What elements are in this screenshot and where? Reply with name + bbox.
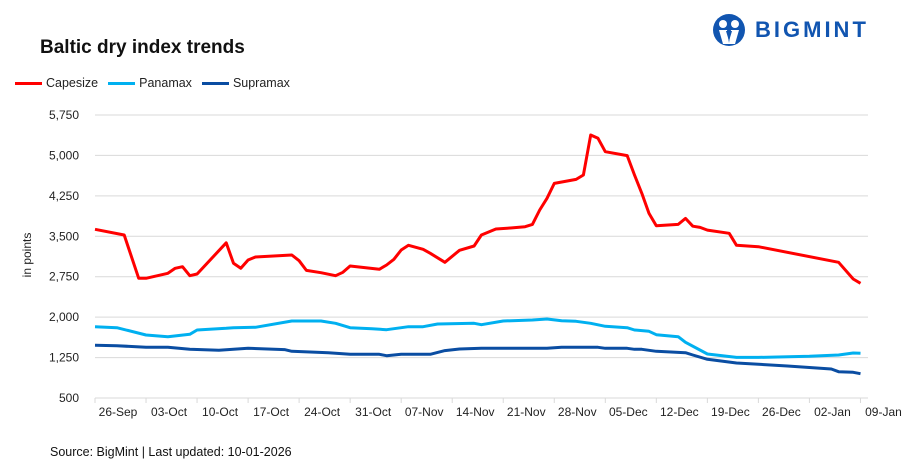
x-tick-label: 31-Oct [355, 405, 392, 419]
x-tick-label: 24-Oct [304, 405, 341, 419]
x-tick-label: 05-Dec [609, 405, 648, 419]
series-line-panamax [94, 317, 861, 359]
x-tick-label: 02-Jan [814, 405, 851, 419]
x-tick-label: 09-Jan [865, 405, 902, 419]
legend-swatch-panamax [108, 81, 136, 85]
y-tick-label: 2,000 [49, 310, 79, 324]
x-tick-label: 26-Sep [99, 405, 138, 419]
legend-item-supramax: Supramax [201, 76, 290, 90]
x-tick-label: 12-Dec [660, 405, 699, 419]
y-axis-label: in points [20, 233, 34, 278]
x-tick-label: 19-Dec [711, 405, 750, 419]
source-note: Source: BigMint | Last updated: 10-01-20… [50, 445, 292, 459]
legend-label: Supramax [232, 76, 290, 90]
legend-item-capesize: Capesize [15, 76, 98, 90]
x-tick-label: 21-Nov [507, 405, 546, 419]
x-tick-label: 28-Nov [558, 405, 597, 419]
x-tick-label: 17-Oct [253, 405, 290, 419]
legend-swatch-capesize [15, 81, 42, 85]
chart-title: Baltic dry index trends [40, 37, 245, 58]
legend-label: Panamax [139, 76, 192, 90]
x-tick-label: 07-Nov [405, 405, 444, 419]
series-line-capesize [94, 133, 862, 285]
y-tick-label: 4,250 [49, 189, 79, 203]
y-tick-label: 3,500 [49, 229, 79, 243]
y-tick-label: 5,000 [49, 148, 79, 162]
bigmint-logo-icon [713, 14, 745, 46]
x-tick-label: 14-Nov [456, 405, 495, 419]
legend-label: Capesize [46, 76, 99, 90]
x-tick-label: 10-Oct [202, 405, 239, 419]
x-tick-label: 26-Dec [762, 405, 801, 419]
legend-swatch-supramax [201, 81, 229, 85]
brand-name: BIGMINT [755, 17, 869, 42]
series-line-supramax [94, 343, 861, 376]
y-tick-label: 2,750 [49, 270, 79, 284]
y-tick-label: 500 [59, 391, 79, 405]
x-tick-label: 03-Oct [151, 405, 188, 419]
brand-logo: BIGMINT [711, 13, 869, 47]
legend: Capesize Panamax Supramax [15, 76, 290, 90]
y-tick-label: 5,750 [49, 108, 79, 122]
y-tick-label: 1,250 [49, 351, 79, 365]
legend-item-panamax: Panamax [108, 76, 192, 90]
